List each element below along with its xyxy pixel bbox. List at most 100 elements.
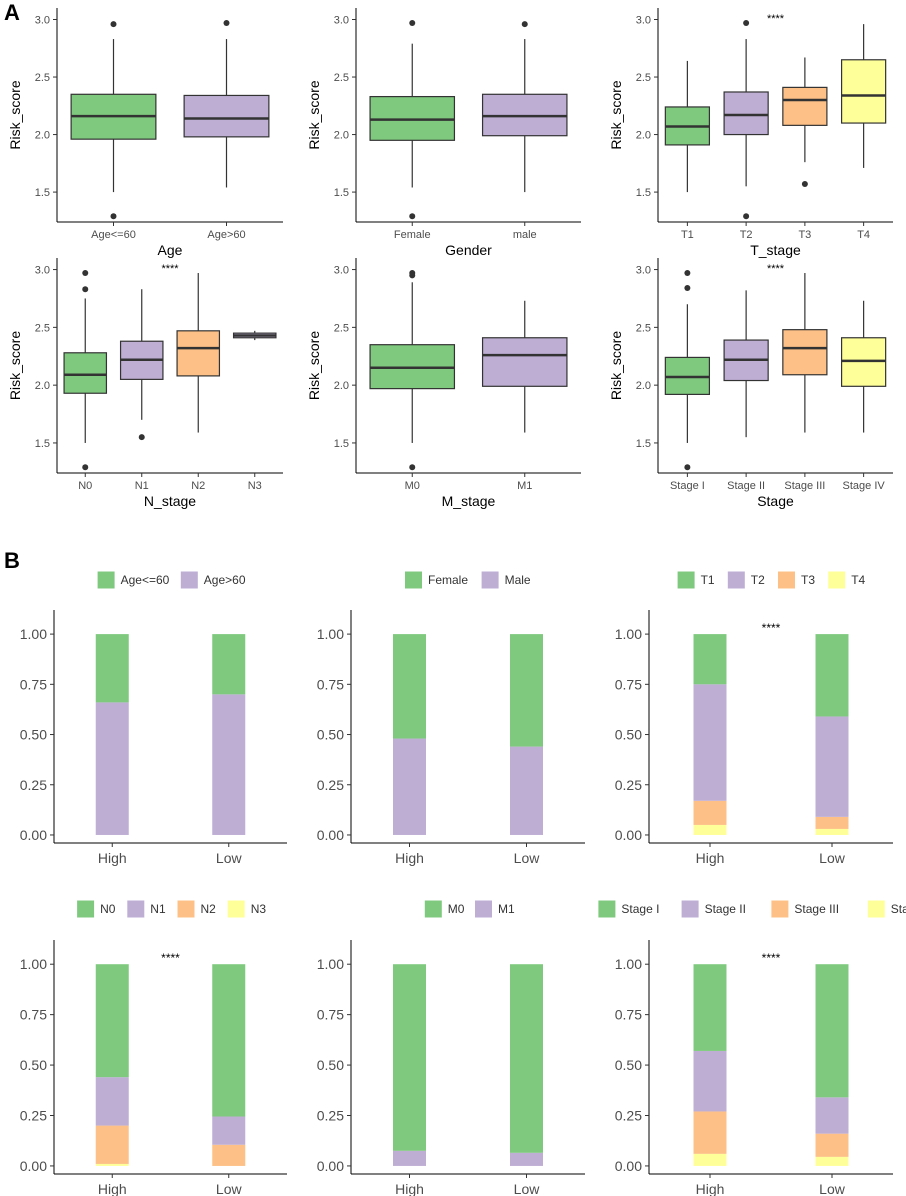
y-tick-label: 0.75: [615, 1007, 642, 1023]
box-age-60: [183, 94, 270, 138]
legend-label: T1: [701, 573, 715, 587]
y-tick-label: 0.00: [20, 827, 47, 843]
x-tick-label: Low: [216, 1181, 243, 1196]
x-tick-label: High: [696, 850, 725, 866]
y-tick-label: 1.5: [334, 187, 349, 199]
bar-segment-stage-i: [693, 964, 727, 1051]
x-tick-label: male: [513, 229, 537, 241]
bar-segment-stage-iii: [693, 1111, 727, 1154]
y-tick-label: 1.5: [35, 438, 50, 450]
y-axis-title: Risk_score: [306, 80, 322, 149]
legend-swatch: [778, 571, 795, 589]
y-tick-label: 2.0: [334, 130, 349, 142]
box-plot-5: 1.5 2.0 2.5 3.0 M0 M1 M_stage Risk_score: [306, 258, 581, 509]
outlier-point: [110, 213, 117, 220]
y-tick-label: 0.50: [317, 1057, 344, 1073]
legend-label: Age<=60: [121, 573, 170, 587]
legend-swatch: [481, 571, 499, 589]
legend: Age<=60 Age>60: [97, 571, 246, 589]
x-axis-title: Age: [158, 242, 183, 258]
y-tick-label: 1.5: [35, 187, 50, 199]
x-tick-label: T4: [857, 229, 870, 241]
bar-segment-female: [393, 634, 426, 739]
y-tick-label: 0.00: [615, 1158, 642, 1174]
y-tick-label: 1.5: [636, 438, 651, 450]
legend-label: N3: [251, 902, 267, 916]
stacked-bar-chart-1: 0.00 0.25 0.50 0.75 1.00 High Low Age<=60 Age>60: [20, 571, 287, 866]
x-axis-title: N_stage: [144, 493, 196, 509]
box-n2: [176, 330, 221, 377]
bar-segment-n1: [95, 1077, 129, 1126]
outlier-point: [409, 272, 416, 279]
bar-segment-n1: [212, 1116, 246, 1145]
y-tick-label: 1.00: [317, 956, 344, 972]
x-tick-label: High: [395, 1181, 424, 1196]
outlier-point: [82, 464, 89, 471]
stacked-bar-chart-2: 0.00 0.25 0.50 0.75 1.00 High Low Female Male: [317, 571, 585, 866]
x-tick-label: N3: [248, 480, 262, 492]
bar-segment-male: [393, 738, 426, 835]
y-tick-label: 3.0: [35, 15, 50, 27]
bar-segment-t4: [815, 828, 849, 835]
y-tick-label: 0.75: [317, 676, 344, 692]
bar-segment-t2: [693, 684, 727, 801]
legend-label: N1: [150, 902, 166, 916]
y-tick-label: 0.75: [615, 676, 642, 692]
legend-swatch: [180, 571, 198, 589]
bar-segment-t2: [815, 716, 849, 817]
bar-segment-m0: [510, 964, 543, 1153]
legend: Female Male: [405, 571, 531, 589]
y-tick-label: 1.00: [317, 626, 344, 642]
legend-swatch: [727, 571, 745, 589]
bar-segment-m1: [510, 1152, 543, 1166]
outlier-point: [743, 19, 750, 26]
significance-label: ****: [767, 263, 785, 275]
legend-swatch: [867, 900, 885, 918]
bar-segment-stage-ii: [693, 1050, 727, 1112]
outlier-point: [684, 270, 691, 277]
outlier-point: [521, 21, 528, 28]
x-tick-label: Stage II: [727, 480, 765, 492]
legend-label: Stage II: [705, 902, 746, 916]
y-tick-label: 2.5: [636, 322, 651, 334]
x-tick-label: M1: [517, 480, 532, 492]
x-tick-label: Low: [819, 1181, 846, 1196]
y-tick-label: 0.50: [20, 727, 47, 743]
outlier-point: [223, 19, 230, 26]
legend-label: M1: [498, 902, 515, 916]
x-tick-label: High: [395, 850, 424, 866]
x-tick-label: N1: [135, 480, 149, 492]
x-tick-label: Age<=60: [91, 229, 136, 241]
bar-segment-stage-iii: [815, 1133, 849, 1157]
outlier-point: [110, 21, 117, 28]
x-axis-title: Gender: [445, 242, 492, 258]
y-tick-label: 1.5: [636, 187, 651, 199]
y-tick-label: 0.25: [20, 1108, 47, 1124]
bar-segment-n2: [212, 1144, 246, 1166]
legend: T1 T2 T3 T4: [677, 571, 866, 589]
outlier-point: [82, 286, 89, 293]
legend-swatch: [77, 900, 95, 918]
x-tick-label: N2: [191, 480, 205, 492]
bar-segment-t1: [693, 634, 727, 685]
box-t4: [840, 59, 887, 124]
x-tick-label: Low: [514, 850, 541, 866]
panel-letter-a: A: [4, 0, 20, 25]
legend: M0 M1: [424, 900, 515, 918]
x-tick-label: High: [98, 1181, 127, 1196]
bar-segment-n2: [95, 1125, 129, 1164]
x-tick-label: Female: [394, 229, 431, 241]
legend-label: Stage IV: [891, 902, 906, 916]
y-tick-label: 2.0: [35, 130, 50, 142]
y-tick-label: 0.50: [20, 1057, 47, 1073]
bar-segment-age-60: [212, 634, 246, 695]
legend-label: Stage I: [621, 902, 659, 916]
outlier-point: [684, 285, 691, 292]
y-tick-label: 3.0: [35, 265, 50, 277]
legend-label: Female: [428, 573, 468, 587]
y-tick-label: 0.75: [20, 1007, 47, 1023]
y-axis-title: Risk_score: [608, 331, 624, 400]
bar-segment-stage-iv: [815, 1156, 849, 1166]
y-tick-label: 3.0: [334, 15, 349, 27]
